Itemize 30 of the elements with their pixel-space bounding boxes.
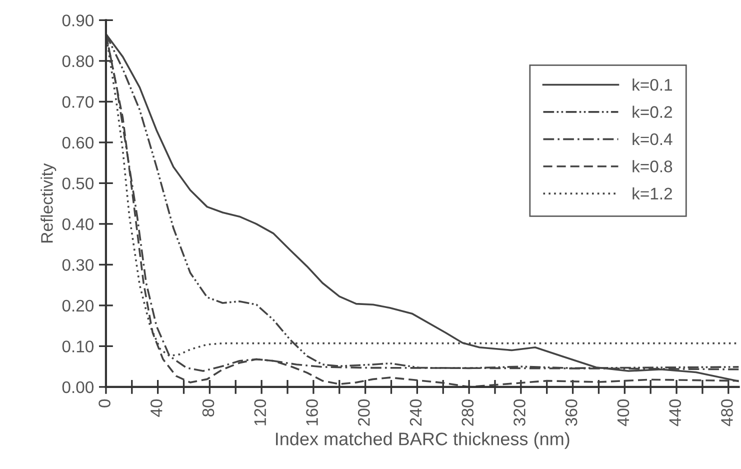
y-tick-label: 0.90 (62, 14, 94, 26)
y-tick-label: 0.70 (62, 96, 94, 108)
y-axis-title: Reflectivity (40, 163, 56, 242)
x-tick-label: 440 (669, 399, 682, 426)
x-tick-label: 360 (565, 399, 578, 426)
legend-label: k=1.2 (632, 187, 672, 200)
x-tick-label: 120 (254, 399, 266, 426)
y-tick-label: 0.50 (62, 178, 94, 190)
x-tick-label: 0 (98, 399, 110, 408)
y-tick-label: 0.00 (62, 381, 94, 394)
x-tick-label: 320 (514, 399, 526, 426)
x-tick-label: 40 (150, 399, 162, 417)
x-tick-label: 400 (617, 399, 630, 426)
y-tick-label: 0.10 (62, 340, 94, 352)
x-tick-label: 200 (358, 399, 370, 426)
y-tick-label: 0.40 (62, 218, 94, 230)
legend-label: k=0.1 (632, 78, 672, 91)
legend-label: k=0.4 (632, 132, 672, 146)
x-tick-label: 80 (202, 399, 214, 417)
y-tick-label: 0.80 (62, 55, 94, 68)
x-tick-label: 240 (410, 399, 422, 426)
y-tick-label: 0.20 (62, 300, 94, 312)
y-tick-label: 0.60 (62, 136, 94, 149)
legend-label: k=0.2 (632, 106, 672, 118)
legend-label: k=0.8 (632, 160, 672, 172)
x-tick-label: 480 (721, 399, 733, 426)
y-tick-label: 0.30 (62, 259, 94, 271)
x-tick-label: 280 (462, 399, 474, 426)
x-tick-label: 160 (306, 399, 318, 426)
x-axis-title: Index matched BARC thickness (nm) (276, 432, 570, 449)
